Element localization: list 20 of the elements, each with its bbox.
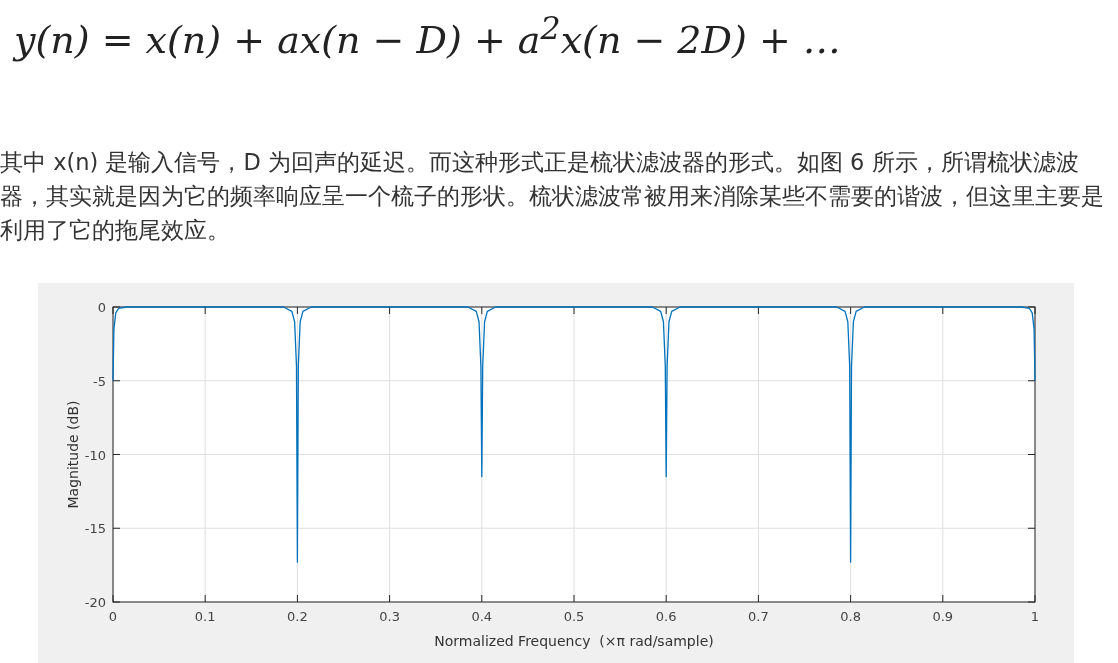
x-tick-label: 0.3: [379, 609, 400, 624]
y-tick-label: -5: [93, 373, 106, 389]
x-tick-label: 0.5: [563, 609, 585, 624]
x-tick-label: 0.8: [840, 609, 861, 624]
x-tick-label: 0.7: [748, 609, 769, 624]
x-tick-label: 0.9: [932, 609, 954, 624]
x-tick-label: 1: [1030, 609, 1040, 624]
x-tick-label: 0.2: [287, 609, 308, 624]
y-tick-label: -10: [84, 447, 106, 463]
x-tick-label: 0.6: [655, 609, 677, 624]
x-tick-label: 0: [108, 609, 118, 624]
y-tick-label: -20: [84, 595, 106, 610]
y-axis-title: Magnitude (dB): [65, 400, 81, 509]
y-tick-label: -15: [84, 521, 106, 537]
x-axis-title: Normalized Frequency (×π rad/sample): [434, 633, 714, 649]
text: y(n) = x(n) + ax(n − D) + a$^{2}$x(n − 2D) + …: [14, 10, 841, 62]
y-tick-label: 0: [97, 300, 106, 315]
text: 其中 x(n) 是输入信号，D 为回声的延迟。而这种形式正是梳状滤波器的形式。如图 6 所示，所谓梳状滤波器，其实就是因为它的频率响应呈一个梳子的形状。梳状滤波常被用来消除某些不需要的谐波，但这里主要是利用了它的拖尾效应。: [0, 148, 1105, 245]
x-tick-label: 0.4: [471, 609, 493, 624]
x-tick-label: 0.1: [194, 609, 216, 624]
